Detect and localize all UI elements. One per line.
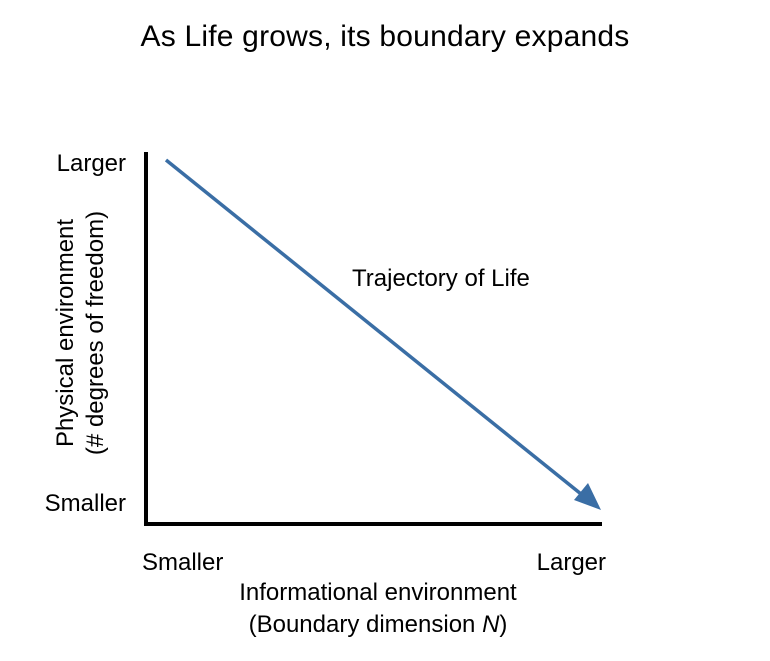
x-axis-title-line1: Informational environment: [239, 579, 517, 606]
x-axis-title-prefix: (Boundary dimension: [249, 611, 482, 638]
diagram-title: As Life grows, its boundary expands: [140, 20, 630, 53]
y-axis-title-line2: (# degrees of freedom): [82, 211, 109, 455]
x-axis-title-variable: N: [482, 611, 500, 638]
x-axis-left-tick-label: Smaller: [142, 549, 223, 576]
y-axis-top-tick-label: Larger: [57, 150, 126, 177]
y-axis-title-line1: Physical environment: [52, 219, 79, 447]
x-axis-right-tick-label: Larger: [537, 549, 606, 576]
trajectory-label: Trajectory of Life: [352, 265, 530, 292]
trajectory-arrow-line: [164, 158, 588, 500]
x-axis-title-line2: (Boundary dimension N): [249, 611, 508, 638]
y-axis-bottom-tick-label: Smaller: [45, 490, 126, 517]
x-axis-title-suffix: ): [499, 611, 507, 638]
trajectory-arrowhead: [574, 483, 601, 510]
